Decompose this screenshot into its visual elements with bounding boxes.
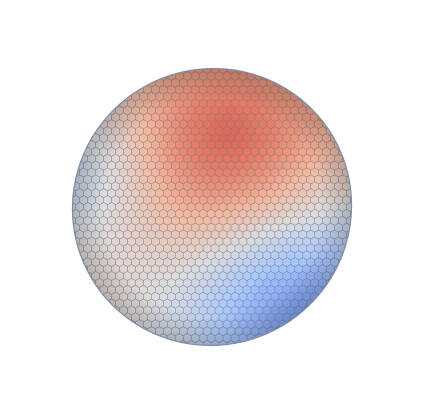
mesh-cell [151, 70, 160, 81]
mesh-cell [171, 64, 180, 74]
surface-outline [71, 67, 353, 347]
mesh-cell [350, 222, 359, 233]
mesh-cell [71, 250, 80, 261]
mesh-cell [346, 160, 355, 171]
surface-shading [72, 68, 352, 346]
mesh-cell [99, 298, 108, 309]
mesh-cell [75, 146, 84, 157]
mesh-cell [63, 195, 72, 206]
mesh-cell [350, 181, 359, 192]
mesh-cell [63, 208, 72, 219]
